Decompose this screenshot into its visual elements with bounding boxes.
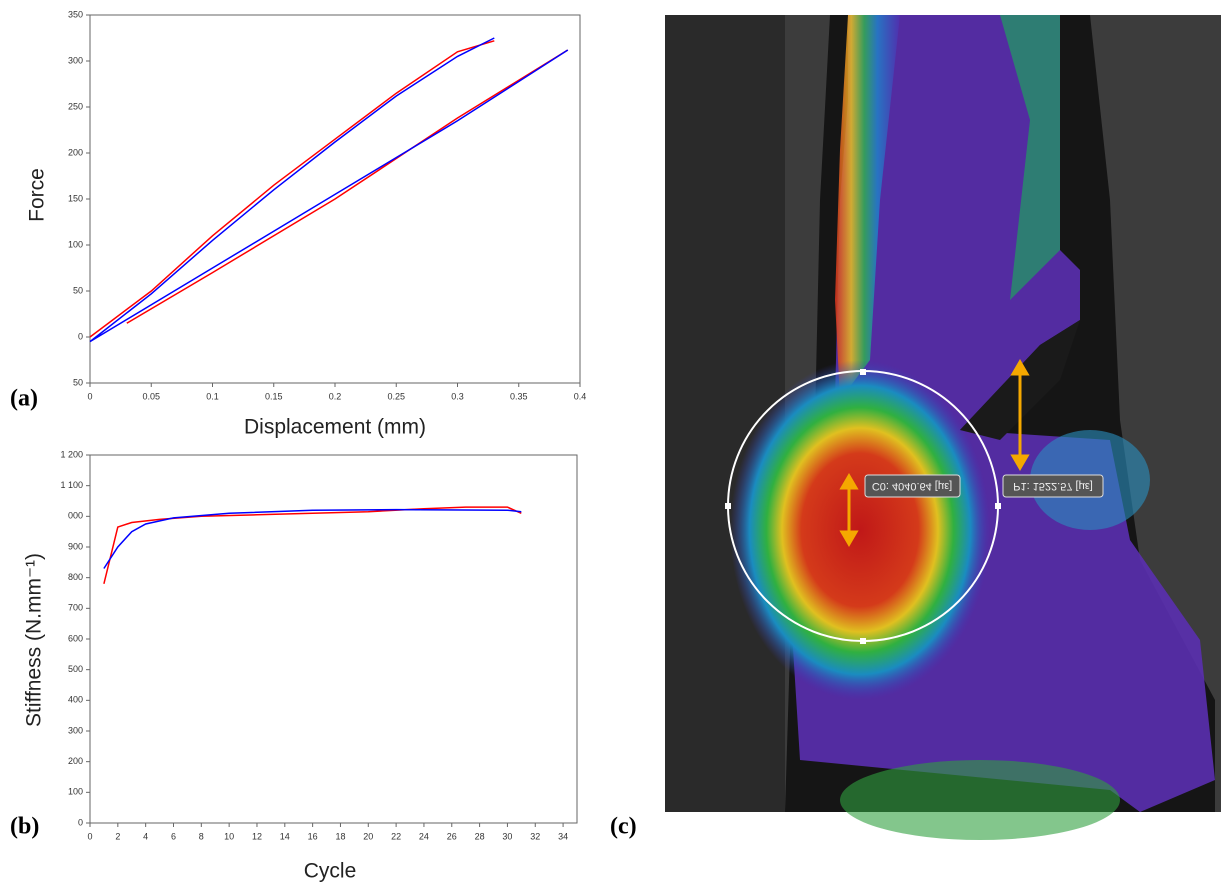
- y-tick-label: 1 200: [60, 449, 83, 459]
- x-tick-label: 0: [87, 831, 92, 841]
- y-tick-label: 300: [68, 55, 83, 65]
- panel-label: (a): [10, 386, 38, 412]
- x-tick-label: 34: [558, 831, 568, 841]
- y-tick-label: 700: [68, 603, 83, 613]
- x-tick-label: 20: [363, 831, 373, 841]
- x-tick-label: 30: [502, 831, 512, 841]
- series-line: [89, 40, 569, 338]
- series-line: [103, 506, 522, 584]
- x-axis-label: Displacement (mm): [244, 416, 426, 439]
- y-tick-label: 400: [68, 695, 83, 705]
- x-tick-label: 4: [143, 831, 148, 841]
- x-tick-label: 14: [280, 831, 290, 841]
- x-tick-label: 0.4: [574, 391, 587, 401]
- y-axis-label: Stiffness (N.mm⁻¹): [23, 553, 46, 727]
- x-tick-label: 0.05: [142, 391, 160, 401]
- y-tick-label: 200: [68, 756, 83, 766]
- y-tick-label: 800: [68, 572, 83, 582]
- x-tick-label: 18: [335, 831, 345, 841]
- panel-label: (b): [10, 814, 39, 840]
- series-line: [103, 508, 522, 569]
- y-tick-label: 350: [68, 9, 83, 19]
- series-line: [89, 37, 569, 343]
- y-tick-label: 100: [68, 239, 83, 249]
- x-tick-label: 16: [308, 831, 318, 841]
- strain-image: C0: 4040.64 [µε] P1: 1522.57 [µε]: [665, 15, 1221, 840]
- x-tick-label: 8: [199, 831, 204, 841]
- y-tick-label: 200: [68, 147, 83, 157]
- y-axis-label: Force: [26, 168, 49, 222]
- x-tick-label: 0: [87, 391, 92, 401]
- x-tick-label: 10: [224, 831, 234, 841]
- y-tick-label: 500: [68, 664, 83, 674]
- y-tick-label: 50: [73, 377, 83, 387]
- y-tick-label: 300: [68, 725, 83, 735]
- y-tick-label: 900: [68, 541, 83, 551]
- x-tick-label: 0.2: [329, 391, 342, 401]
- y-tick-label: 000: [68, 511, 83, 521]
- panel-label: (c): [610, 814, 637, 840]
- y-tick-label: 0: [78, 331, 83, 341]
- x-tick-label: 0.35: [510, 391, 528, 401]
- x-tick-label: 26: [447, 831, 457, 841]
- y-tick-label: 0: [78, 817, 83, 827]
- x-tick-label: 0.1: [206, 391, 219, 401]
- annotation: P1: 1522.57 [µε]: [1013, 480, 1093, 492]
- x-axis-label: Cycle: [304, 860, 357, 883]
- x-tick-label: 0.15: [265, 391, 283, 401]
- x-tick-label: 6: [171, 831, 176, 841]
- x-tick-label: 24: [419, 831, 429, 841]
- x-tick-label: 0.25: [387, 391, 405, 401]
- x-tick-label: 28: [475, 831, 485, 841]
- annotation: C0: 4040.64 [µε]: [872, 480, 952, 492]
- y-tick-label: 1 100: [60, 480, 83, 490]
- y-tick-label: 100: [68, 787, 83, 797]
- y-tick-label: 150: [68, 193, 83, 203]
- x-tick-label: 2: [115, 831, 120, 841]
- y-tick-label: 50: [73, 285, 83, 295]
- x-tick-label: 32: [530, 831, 540, 841]
- x-tick-label: 12: [252, 831, 262, 841]
- y-tick-label: 600: [68, 633, 83, 643]
- x-tick-label: 0.3: [451, 391, 464, 401]
- y-tick-label: 250: [68, 101, 83, 111]
- x-tick-label: 22: [391, 831, 401, 841]
